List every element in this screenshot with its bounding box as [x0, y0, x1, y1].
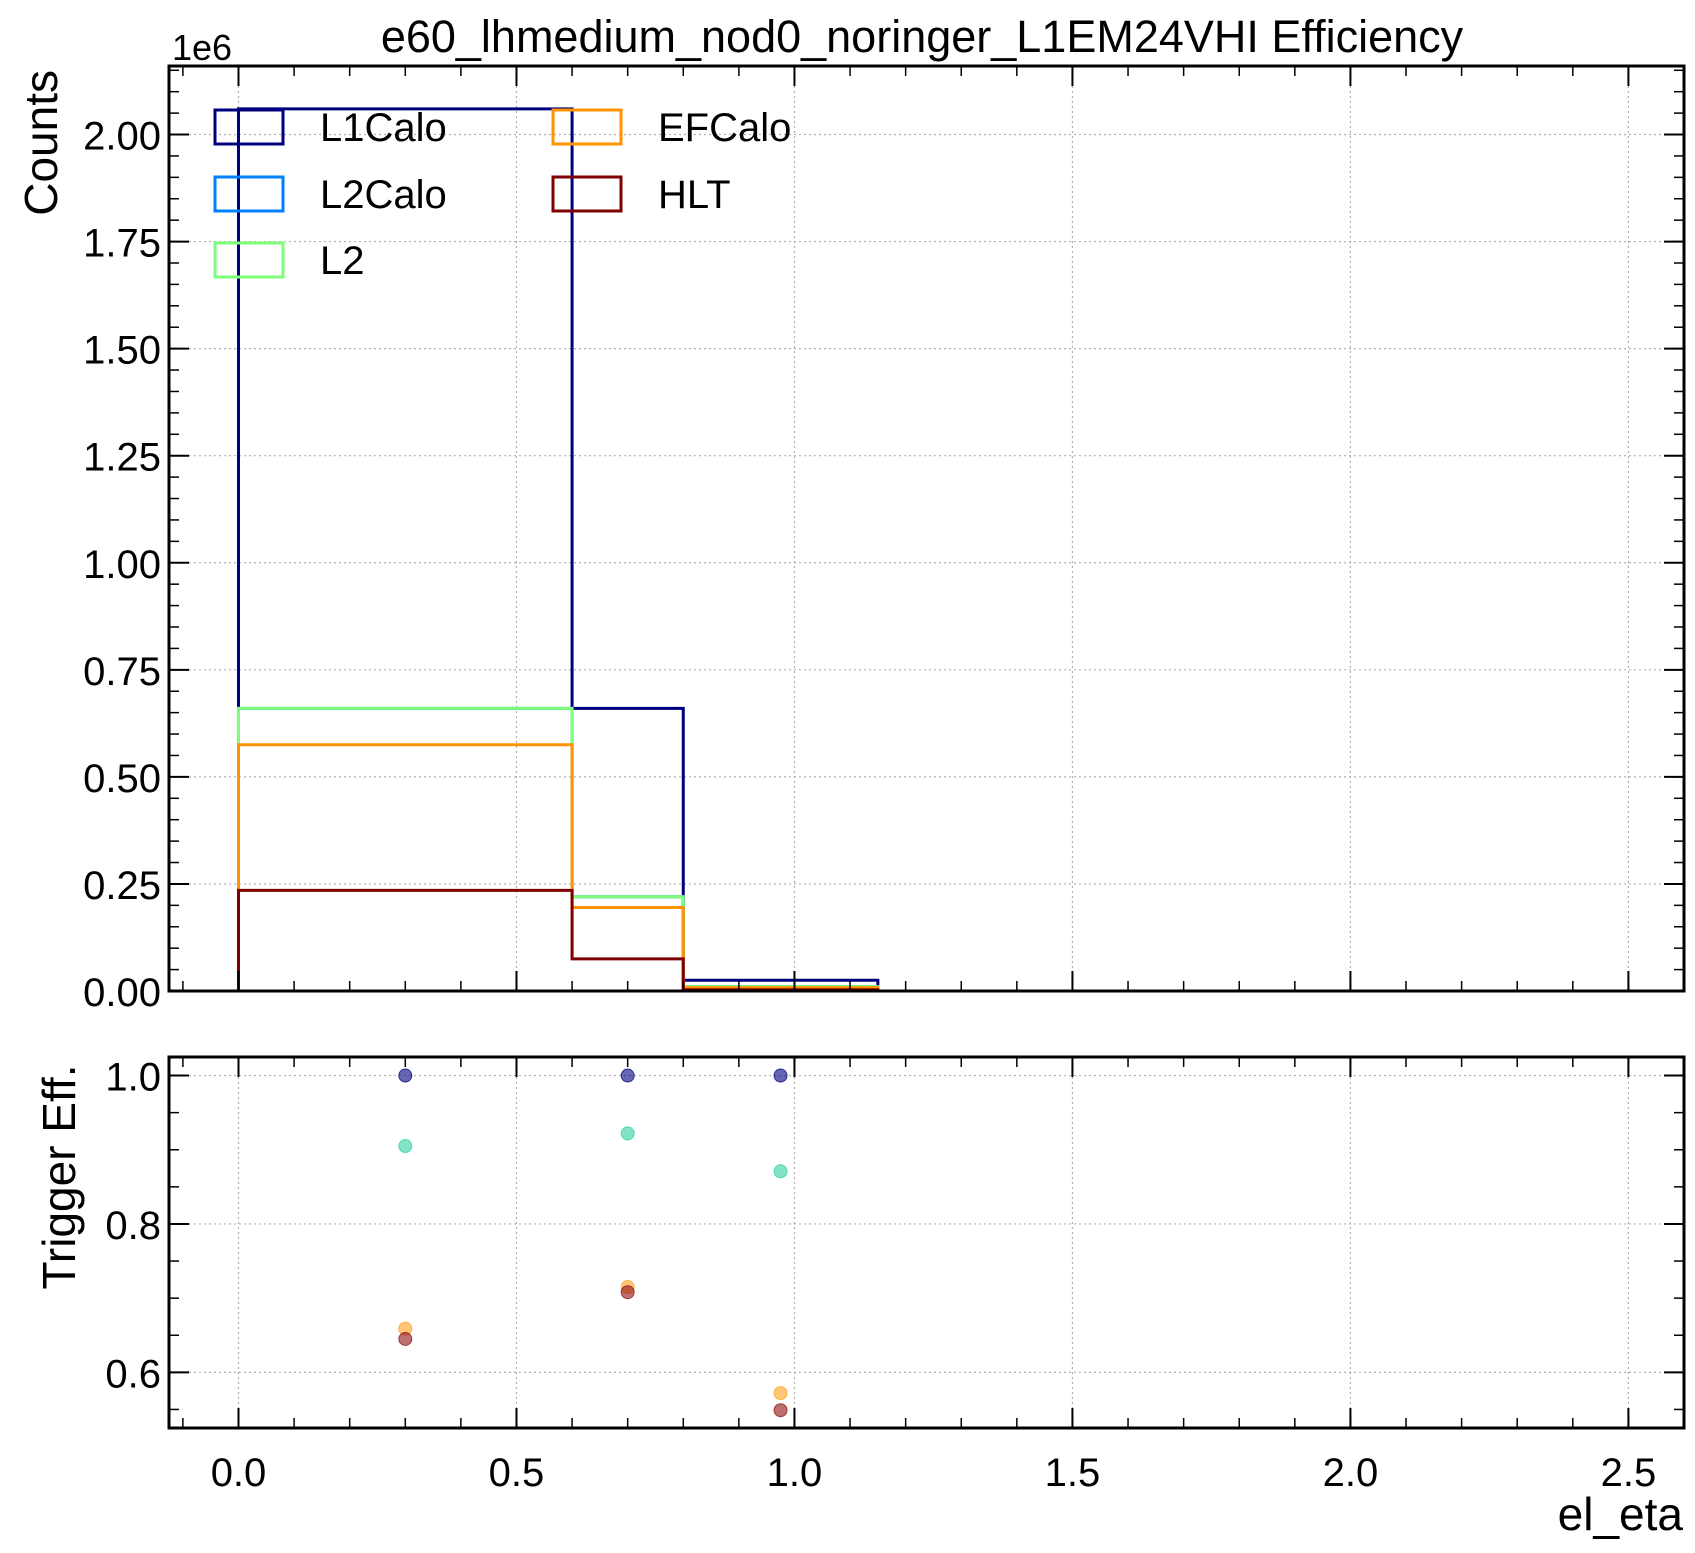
histogram-efcalo — [236, 743, 880, 991]
counts-y-tick-label: 1.00 — [83, 543, 161, 587]
efficiency-axes-frame — [167, 1055, 1686, 1430]
legend-swatch-efcalo — [551, 108, 623, 146]
efficiency-y-tick-label: 0.6 — [105, 1352, 161, 1396]
efficiency-point — [398, 1139, 413, 1154]
efficiency-axis-ticks: 0.0 0.5 1.0 1.5 2.0 2.5 0.6 0.8 1.0 — [105, 1056, 1685, 1495]
counts-y-tick-label: 0.25 — [83, 864, 161, 908]
efficiency-point — [620, 1126, 635, 1141]
counts-axis-ticks: 0.00 0.25 0.50 0.75 1.00 1.25 1.50 1.75 2.00 — [83, 66, 1685, 1015]
x-tick-label: 1.0 — [767, 1451, 823, 1495]
legend-label-l1calo: L1Calo — [320, 106, 447, 150]
x-axis-label: el_eta — [1558, 1488, 1684, 1540]
x-tick-label: 1.5 — [1045, 1451, 1101, 1495]
counts-y-tick-label: 1.75 — [83, 222, 161, 266]
y-axis-label-counts: Counts — [15, 70, 67, 216]
efficiency-point — [398, 1331, 413, 1346]
efficiency-points — [398, 1068, 788, 1418]
histogram-l1calo — [236, 107, 880, 991]
legend-label-l2: L2 — [320, 239, 365, 283]
legend-label-hlt: HLT — [658, 173, 731, 217]
x-tick-label: 2.5 — [1601, 1451, 1657, 1495]
counts-y-tick-label: 0.00 — [83, 971, 161, 1015]
efficiency-point — [620, 1285, 635, 1300]
legend: L1Calo L2Calo L2 EFCalo HLT — [213, 106, 791, 283]
legend-swatch-l1calo — [213, 108, 285, 146]
legend-swatch-hlt — [551, 175, 623, 213]
efficiency-point — [773, 1403, 788, 1418]
counts-y-tick-label: 1.25 — [83, 436, 161, 480]
x-tick-label: 0.0 — [211, 1451, 267, 1495]
efficiency-point — [773, 1164, 788, 1179]
legend-label-efcalo: EFCalo — [658, 106, 791, 150]
efficiency-point — [620, 1068, 635, 1083]
counts-y-tick-label: 0.50 — [83, 757, 161, 801]
legend-label-l2calo: L2Calo — [320, 173, 447, 217]
counts-y-tick-label: 1.50 — [83, 329, 161, 373]
efficiency-point — [398, 1068, 413, 1083]
efficiency-grid — [169, 1057, 1684, 1428]
efficiency-point — [773, 1068, 788, 1083]
y-axis-label-efficiency: Trigger Eff. — [33, 1065, 85, 1290]
efficiency-point — [773, 1386, 788, 1401]
x-tick-label: 0.5 — [489, 1451, 545, 1495]
x-tick-label: 2.0 — [1323, 1451, 1379, 1495]
counts-panel: 0.00 0.25 0.50 0.75 1.00 1.25 1.50 1.75 2.00 e60… — [15, 11, 1686, 1015]
chart-title: e60_lhmedium_nod0_noringer_L1EM24VHI Eff… — [381, 11, 1464, 62]
counts-y-tick-label: 0.75 — [83, 650, 161, 694]
counts-axes-frame — [167, 64, 1686, 993]
efficiency-y-tick-label: 1.0 — [105, 1056, 161, 1100]
legend-swatch-l2calo — [213, 175, 285, 213]
legend-swatch-l2 — [213, 241, 285, 279]
efficiency-y-tick-label: 0.8 — [105, 1204, 161, 1248]
y-offset-label: 1e6 — [172, 27, 232, 68]
counts-y-tick-label: 2.00 — [83, 115, 161, 159]
efficiency-panel: 0.0 0.5 1.0 1.5 2.0 2.5 0.6 0.8 1.0 Trigger Eff.… — [33, 1055, 1686, 1540]
